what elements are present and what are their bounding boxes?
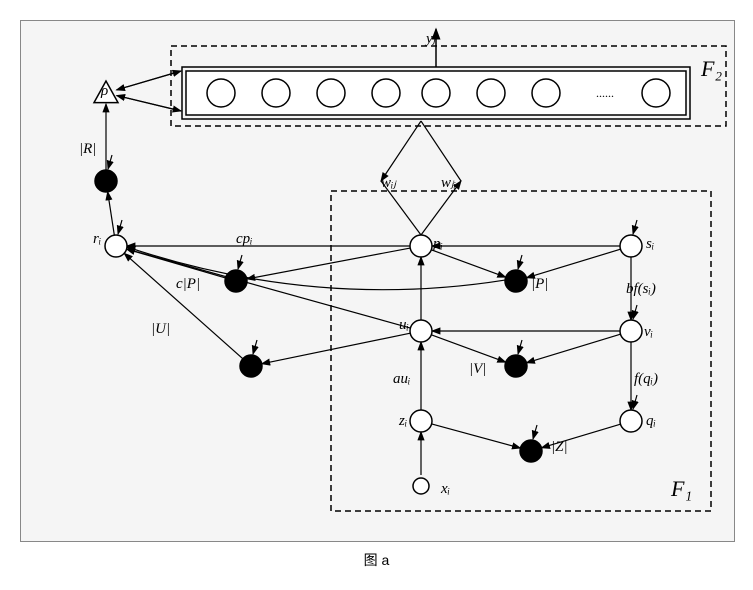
label: pᵢ [433,236,443,253]
figure-caption: 图 a [20,550,733,570]
label: uᵢ [399,317,409,334]
svg-text:F₂: F₂ [700,56,722,81]
label: |P| [531,276,548,293]
label: vᵢ [644,324,653,341]
label: wᵢⱼ [381,173,396,192]
diagram-canvas: ...... F₂ F₁ ρ |R| rᵢ cpᵢ c|P| |U| pᵢ |P| sᵢ bf(sᵢ)… [20,20,735,542]
label: cpᵢ [236,231,253,248]
svg-text:......: ...... [596,86,614,100]
label: bf(sᵢ) [626,281,656,298]
label: zᵢ [399,413,407,430]
label: |R| [79,141,96,158]
label: f(qᵢ) [634,371,658,388]
label: |U| [151,321,170,338]
label: qᵢ [646,413,656,430]
label: |V| [469,361,486,378]
label: c|P| [176,276,200,293]
svg-text:F₁: F₁ [670,476,692,501]
label: auᵢ [393,371,410,388]
label: wⱼᵢ [441,173,456,192]
label: sᵢ [646,236,654,253]
label: |Z| [551,439,568,456]
label: rᵢ [93,231,101,248]
label: yⱼ [426,29,435,48]
label: xᵢ [441,481,450,498]
label: ρ [101,83,108,100]
